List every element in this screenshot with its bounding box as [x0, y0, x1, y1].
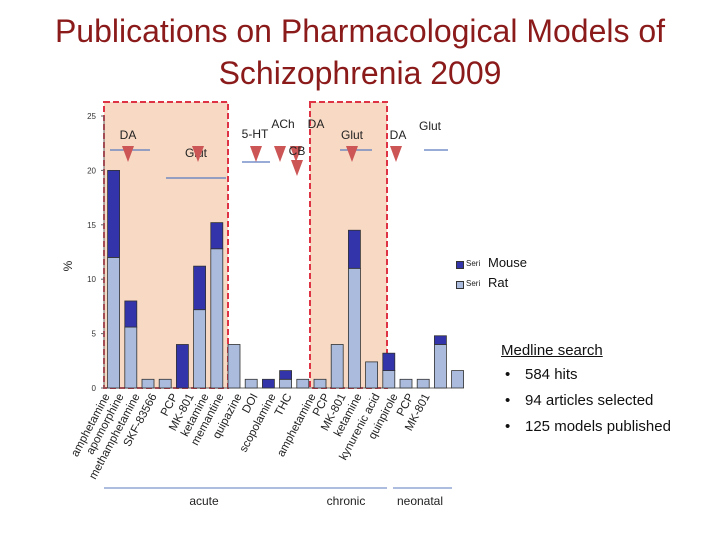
bar-mouse [193, 265, 207, 311]
medline-heading: Medline search [501, 342, 603, 359]
legend-rat-swatch [456, 281, 464, 289]
legend-rat-small: Seri [466, 279, 481, 288]
bar-rat [347, 267, 361, 389]
y-tick-label: 0 [92, 384, 97, 393]
class-label-cb: CB [289, 144, 306, 158]
class-marker-arrow [291, 160, 303, 176]
bar-rat [365, 361, 379, 389]
bar-rat [416, 378, 430, 389]
title-line-1: Publications on Pharmacological Models o… [54, 13, 666, 49]
medline-search-box: Medline search 584 hits 94 articles sele… [495, 340, 671, 440]
class-marker-arrow [346, 146, 358, 162]
class-label-da: DA [390, 128, 407, 142]
bar-mouse [382, 352, 396, 371]
class-label-glut: Glut [341, 128, 364, 142]
legend-mouse-label: Mouse [488, 255, 528, 270]
highlight-region-acute-left [103, 101, 229, 389]
medline-item: 584 hits [495, 362, 671, 388]
bar-rat [399, 378, 413, 389]
title-line-2: Schizophrenia 2009 [218, 55, 502, 91]
bar-rat [227, 344, 241, 389]
bar-mouse [175, 344, 189, 389]
bar-mouse [433, 335, 447, 345]
legend-rat-label: Rat [488, 275, 509, 290]
bar-mouse [124, 300, 138, 328]
y-tick-label: 10 [87, 275, 96, 284]
class-label-da: DA [120, 128, 137, 142]
bar-rat [433, 344, 447, 389]
legend-mouse-small: Seri [466, 259, 481, 268]
y-tick-label: 25 [87, 112, 96, 121]
class-marker-arrow [290, 146, 302, 162]
bar-rat [296, 378, 310, 389]
bar-rat [244, 378, 258, 389]
y-axis-label: % [61, 260, 75, 271]
y-tick-label: 5 [92, 330, 97, 339]
bar-mouse [261, 378, 275, 389]
bar-mouse [279, 370, 293, 380]
y-tick-label: 15 [87, 221, 96, 230]
bar-rat [141, 378, 155, 389]
bar-mouse [210, 222, 224, 250]
y-tick-label: 20 [87, 166, 96, 175]
bar-rat [330, 344, 344, 389]
class-label-5ht: 5-HT [242, 127, 269, 141]
group-label-acute: acute [189, 494, 219, 508]
class-marker-arrow [250, 146, 262, 162]
class-label-ach: ACh [271, 117, 294, 131]
bar-mouse [347, 229, 361, 269]
category-label: THC [273, 392, 295, 419]
bar-rat [279, 378, 293, 389]
class-label-da: DA [308, 117, 325, 131]
medline-item: 94 articles selected [495, 388, 671, 414]
medline-list: 584 hits 94 articles selected 125 models… [495, 362, 671, 440]
group-label-neonatal: neonatal [397, 494, 443, 508]
legend-mouse-swatch [456, 261, 464, 269]
class-marker-arrow [274, 146, 286, 162]
bar-mouse [107, 169, 120, 258]
slide-title: Publications on Pharmacological Models o… [0, 10, 720, 94]
bar-rat [210, 248, 224, 389]
bar-rat [124, 326, 138, 389]
medline-item: 125 models published [495, 414, 671, 440]
class-marker-arrow [122, 146, 134, 162]
bar-rat [382, 370, 396, 389]
bar-rat [451, 370, 465, 389]
bar-rat [107, 257, 120, 389]
bar-rat [193, 309, 207, 389]
class-marker-arrow [192, 146, 204, 162]
bar-rat [313, 378, 327, 389]
bar-rat [158, 378, 172, 389]
group-label-chronic: chronic [327, 494, 366, 508]
class-marker-arrow [390, 146, 402, 162]
class-label-glut: Glut [419, 119, 442, 133]
